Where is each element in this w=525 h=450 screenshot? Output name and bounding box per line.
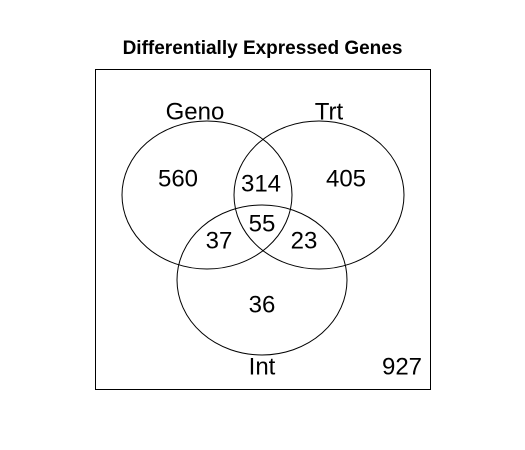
count-geno-int: 37 bbox=[206, 227, 233, 254]
count-trt-int: 23 bbox=[291, 227, 318, 254]
trt-circle bbox=[233, 120, 405, 270]
count-geno-trt: 314 bbox=[241, 170, 281, 197]
geno-circle bbox=[121, 120, 293, 270]
count-trt-only: 405 bbox=[326, 165, 366, 192]
int-circle bbox=[176, 204, 348, 356]
trt-label: Trt bbox=[315, 98, 344, 125]
geno-label: Geno bbox=[166, 98, 225, 125]
count-all-three: 55 bbox=[249, 210, 276, 237]
count-int-only: 36 bbox=[249, 291, 276, 318]
venn-frame bbox=[95, 69, 431, 390]
diagram-title: Differentially Expressed Genes bbox=[122, 38, 403, 59]
count-none: 927 bbox=[382, 353, 422, 380]
count-geno-only: 560 bbox=[158, 165, 198, 192]
int-label: Int bbox=[249, 353, 276, 380]
